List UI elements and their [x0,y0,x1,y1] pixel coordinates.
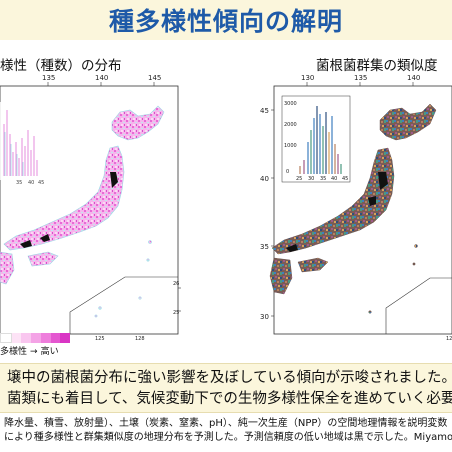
right-top-tick: 130 [301,74,314,82]
right-left-tick: 45 [260,107,269,115]
right-panel-title: 菌根菌群集の類似度 [316,58,438,74]
legend-swatch [11,333,22,343]
hist-tick: 40 [28,180,34,186]
finding-line: 壌中の菌根菌分布に強い影響を及ぼしている傾向が示唆されました。 [7,370,452,386]
legend-swatch [50,333,61,343]
legend-swatch [40,333,51,343]
inset-x-tick: 40 [331,176,337,182]
legend-swatch [0,333,12,343]
inset-y-tick: 2000 [284,122,297,128]
legend-label: 多様性 [0,347,28,357]
diversity-legend-label: 多様性 → 高い [0,344,59,357]
inset-y-tick: 0 [286,169,289,175]
similarity-histogram-inset: 3000 2000 1000 0 25 30 35 40 45 [281,95,351,183]
right-top-tick: 140 [407,74,420,82]
diversity-histogram-inset: 35 40 45 [0,102,50,186]
findings-box: 壌中の菌根菌分布に強い影響を及ぼしている傾向が示唆されました。 菌類にも着目して… [0,363,452,413]
right-left-tick: 30 [260,313,269,321]
low-confidence-zones [20,172,118,248]
left-bottom-tick: 128 [135,336,145,342]
inset-y-tick: 1000 [284,143,297,149]
right-bottom-tick: 12 [446,336,452,342]
hist-tick: 45 [38,180,44,186]
method-footnote: 降水量、積雪、放射量）、土壌（炭素、窒素、pH）、純一次生産（NPP）の空間地理… [0,417,452,451]
legend-arrow: → [30,347,38,357]
left-panel-title: 様性（種数）の分布 [0,58,122,74]
left-map-frame [0,85,179,335]
okinawa-inset-frame [69,276,178,334]
legend-high: 高い [40,347,59,357]
okinawa-inset-frame-right [385,277,452,334]
page-title: 種多様性傾向の解明 [108,7,343,36]
footnote-line: により種多様性と群集類似度の地理分布を予測した。予測信頼度の低い地域は黒で示した… [4,432,452,443]
diversity-legend-bar [0,333,71,343]
title-banner: 種多様性傾向の解明 [0,0,452,40]
legend-swatch [31,333,41,343]
right-left-tick: 35 [260,243,269,251]
finding-line: 菌類にも着目して、気候変動下での生物多様性保全を進めていく必要 [7,391,452,407]
left-top-tick: 140 [95,74,108,82]
similarity-map: 130 135 140 45 40 35 30 12 3000 2000 100… [260,74,452,342]
hist-tick: 35 [16,180,22,186]
inset-x-tick: 35 [320,176,326,182]
legend-swatch [60,333,71,343]
footnote-line: 降水量、積雪、放射量）、土壌（炭素、窒素、pH）、純一次生産（NPP）の空間地理… [4,418,448,429]
low-confidence-zones-right [286,172,388,252]
right-map-frame [273,85,452,335]
japan-landmass-right [269,103,437,314]
inset-x-tick: 25 [296,176,302,182]
left-right-tick: 26 [173,281,179,287]
japan-landmass [0,105,165,318]
left-top-tick: 135 [42,74,55,82]
right-top-tick: 135 [354,74,367,82]
diversity-map: 135 140 145 26 25 125 128 35 40 45 [0,74,181,342]
right-left-tick: 40 [260,175,269,183]
left-bottom-tick: 125 [95,336,105,342]
legend-swatch [21,333,32,343]
left-top-tick: 145 [148,74,161,82]
inset-x-tick: 30 [308,176,314,182]
inset-x-tick: 45 [342,176,348,182]
left-right-tick: 25 [173,310,179,316]
inset-y-tick: 3000 [284,101,297,107]
